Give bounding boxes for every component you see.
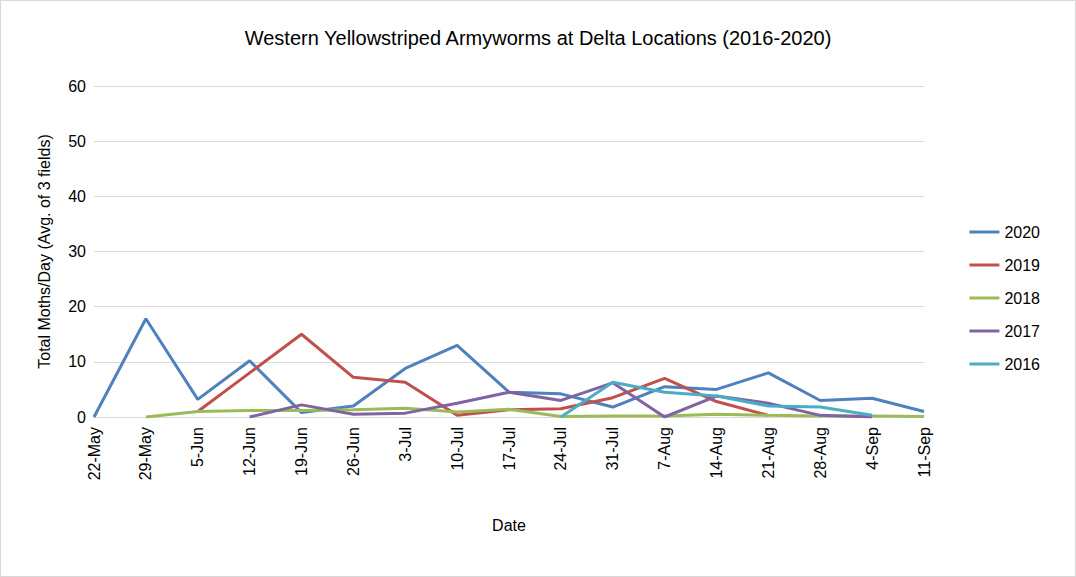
svg-text:2018: 2018: [1004, 290, 1040, 307]
svg-text:30: 30: [68, 243, 86, 260]
svg-text:2019: 2019: [1004, 257, 1040, 274]
svg-text:Date: Date: [492, 517, 526, 534]
svg-text:40: 40: [68, 188, 86, 205]
svg-text:7-Aug: 7-Aug: [656, 427, 673, 470]
svg-text:24-Jul: 24-Jul: [552, 427, 569, 471]
svg-text:11-Sep: 11-Sep: [916, 427, 933, 478]
svg-text:12-Jun: 12-Jun: [241, 427, 258, 476]
svg-text:50: 50: [68, 133, 86, 150]
svg-text:4-Sep: 4-Sep: [864, 427, 881, 470]
svg-text:5-Jun: 5-Jun: [189, 427, 206, 467]
svg-text:60: 60: [68, 78, 86, 95]
svg-text:19-Jun: 19-Jun: [293, 427, 310, 476]
svg-text:2016: 2016: [1004, 356, 1040, 373]
svg-text:21-Aug: 21-Aug: [760, 427, 777, 479]
svg-text:29-May: 29-May: [137, 427, 154, 480]
svg-text:Western Yellowstriped Armyworm: Western Yellowstriped Armyworms at Delta…: [245, 27, 832, 49]
svg-text:2017: 2017: [1004, 323, 1040, 340]
svg-text:0: 0: [77, 409, 86, 426]
svg-text:2020: 2020: [1004, 224, 1040, 241]
svg-text:20: 20: [68, 298, 86, 315]
svg-text:28-Aug: 28-Aug: [812, 427, 829, 479]
svg-text:26-Jun: 26-Jun: [345, 427, 362, 476]
svg-text:14-Aug: 14-Aug: [708, 427, 725, 479]
svg-text:3-Jul: 3-Jul: [397, 427, 414, 462]
svg-text:31-Jul: 31-Jul: [604, 427, 621, 471]
svg-text:10: 10: [68, 353, 86, 370]
svg-text:Total Moths/Day (Avg. of 3 fie: Total Moths/Day (Avg. of 3 fields): [36, 134, 53, 368]
svg-text:22-May: 22-May: [86, 427, 103, 480]
svg-text:10-Jul: 10-Jul: [449, 427, 466, 471]
svg-text:17-Jul: 17-Jul: [501, 427, 518, 471]
